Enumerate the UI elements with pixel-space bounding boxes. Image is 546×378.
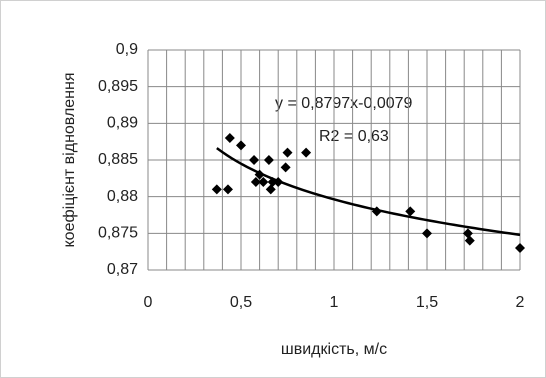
y-tick-label: 0,885 [98, 151, 138, 168]
data-point [462, 228, 473, 239]
data-point [249, 155, 260, 165]
data-point [515, 243, 525, 253]
x-tick-label: 0,5 [230, 294, 252, 311]
x-axis-title: швидкість, м/с [281, 341, 387, 358]
data-point [211, 184, 222, 195]
y-tick-label: 0,87 [107, 261, 138, 278]
data-point [282, 147, 293, 158]
data-point [280, 162, 291, 173]
data-point [222, 184, 233, 195]
data-point [236, 140, 246, 151]
y-tick-label: 0,88 [107, 188, 138, 205]
annotation: y = 0,8797x-0,0079 [275, 95, 413, 112]
data-point [263, 155, 274, 165]
data-point [224, 133, 235, 143]
x-tick-label: 0 [144, 294, 153, 311]
x-tick-label: 1 [330, 294, 339, 311]
y-tick-label: 0,875 [98, 225, 138, 242]
x-tick-label: 2 [516, 294, 525, 311]
data-point [258, 177, 269, 187]
data-point [250, 177, 261, 187]
trendline [216, 147, 521, 237]
y-tick-label: 0,89 [107, 115, 138, 132]
y-tick-label: 0,895 [98, 78, 138, 95]
data-point [422, 228, 432, 239]
data-point [265, 184, 276, 195]
annotation: R2 = 0,63 [319, 128, 389, 145]
data-point [301, 147, 312, 158]
data-point [464, 235, 475, 246]
data-point [405, 206, 416, 217]
y-tick-label: 0,9 [116, 41, 138, 58]
y-axis-title: коефіцієнт відновлення [61, 72, 78, 247]
x-tick-label: 1,5 [416, 294, 438, 311]
